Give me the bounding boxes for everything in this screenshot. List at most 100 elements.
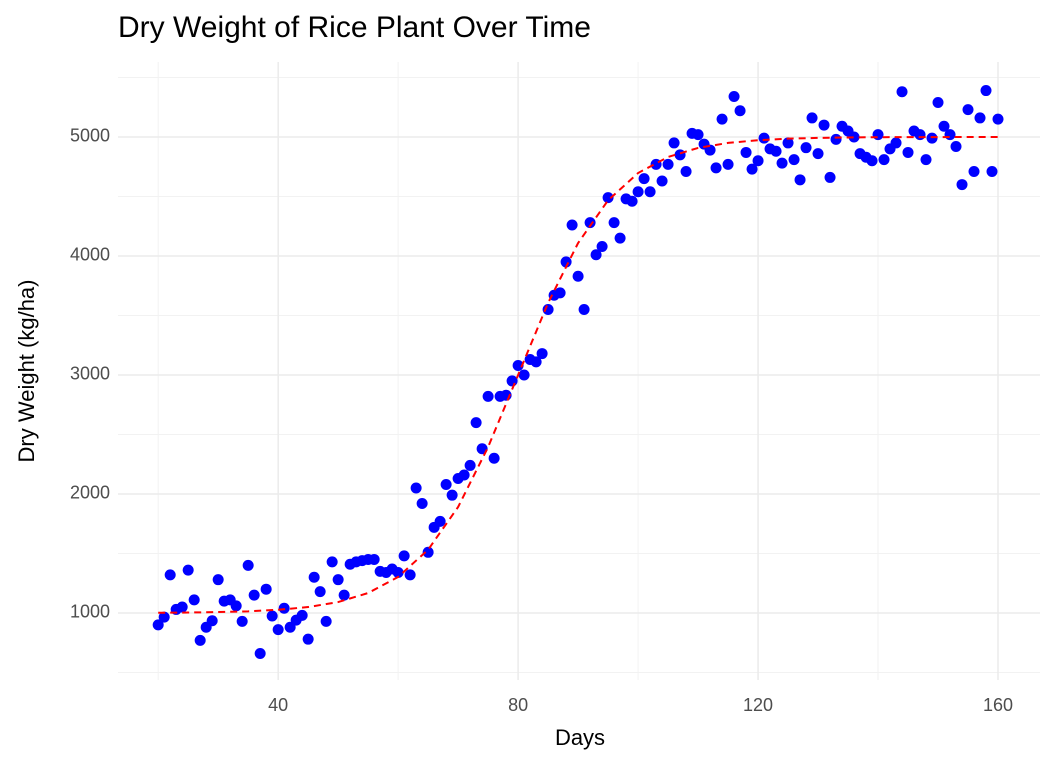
point (818, 119, 830, 131)
y-tick-label: 4000 (70, 245, 110, 265)
point (656, 175, 668, 187)
point (326, 556, 338, 568)
point (896, 86, 908, 98)
point (398, 550, 410, 562)
point (986, 165, 998, 177)
point (458, 469, 470, 481)
point (506, 375, 518, 387)
point (626, 195, 638, 207)
point (740, 146, 752, 158)
point (944, 129, 956, 141)
point (932, 96, 944, 108)
point (416, 498, 428, 510)
point (722, 158, 734, 170)
x-tick-label: 120 (743, 695, 773, 715)
point (614, 232, 626, 244)
point (956, 179, 968, 191)
point (518, 369, 530, 381)
point (272, 624, 284, 636)
point (734, 105, 746, 117)
point (914, 129, 926, 141)
point (692, 129, 704, 141)
point (644, 186, 656, 198)
point (902, 146, 914, 158)
point (236, 615, 248, 627)
point (662, 158, 674, 170)
point (632, 186, 644, 198)
point (440, 478, 452, 490)
y-tick-label: 5000 (70, 126, 110, 146)
point (584, 217, 596, 229)
point (332, 574, 344, 586)
point (872, 129, 884, 141)
point (530, 356, 542, 368)
point (776, 157, 788, 169)
point (512, 359, 524, 371)
point (164, 569, 176, 581)
point (752, 155, 764, 167)
point (206, 615, 218, 627)
point (488, 452, 500, 464)
point (830, 133, 842, 145)
point (194, 634, 206, 646)
point (320, 615, 332, 627)
x-tick-label: 80 (508, 695, 528, 715)
point (794, 174, 806, 186)
point (824, 171, 836, 183)
point (248, 589, 260, 601)
point (260, 583, 272, 595)
point (728, 91, 740, 103)
point (410, 482, 422, 494)
point (890, 137, 902, 149)
point (668, 137, 680, 149)
y-axis-title: Dry Weight (kg/ha) (14, 280, 39, 463)
point (638, 173, 650, 185)
point (602, 192, 614, 204)
point (806, 112, 818, 124)
point (746, 163, 758, 175)
chart-title: Dry Weight of Rice Plant Over Time (118, 11, 591, 44)
point (434, 515, 446, 527)
point (800, 142, 812, 154)
point (182, 564, 194, 576)
point (812, 148, 824, 160)
x-axis-title: Days (555, 725, 605, 750)
point (866, 155, 878, 167)
point (578, 304, 590, 316)
point (308, 571, 320, 583)
point (482, 390, 494, 402)
point (266, 610, 278, 622)
point (608, 217, 620, 229)
point (566, 219, 578, 231)
point (716, 113, 728, 125)
point (878, 154, 890, 166)
point (542, 304, 554, 316)
point (920, 154, 932, 166)
point (968, 165, 980, 177)
point (158, 611, 170, 623)
point (680, 165, 692, 177)
point (188, 594, 200, 606)
point (368, 553, 380, 565)
y-tick-label: 2000 (70, 483, 110, 503)
point (980, 85, 992, 97)
point (152, 619, 164, 631)
point (938, 120, 950, 132)
point (974, 112, 986, 124)
y-tick-label: 1000 (70, 602, 110, 622)
point (212, 574, 224, 586)
point (962, 104, 974, 116)
point (404, 569, 416, 581)
point (758, 132, 770, 144)
point (782, 137, 794, 149)
y-tick-label: 3000 (70, 364, 110, 384)
point (314, 586, 326, 598)
x-tick-label: 160 (983, 695, 1013, 715)
point (392, 567, 404, 579)
point (296, 609, 308, 621)
point (848, 131, 860, 143)
point (242, 559, 254, 571)
x-tick-label: 40 (268, 695, 288, 715)
point (422, 546, 434, 558)
